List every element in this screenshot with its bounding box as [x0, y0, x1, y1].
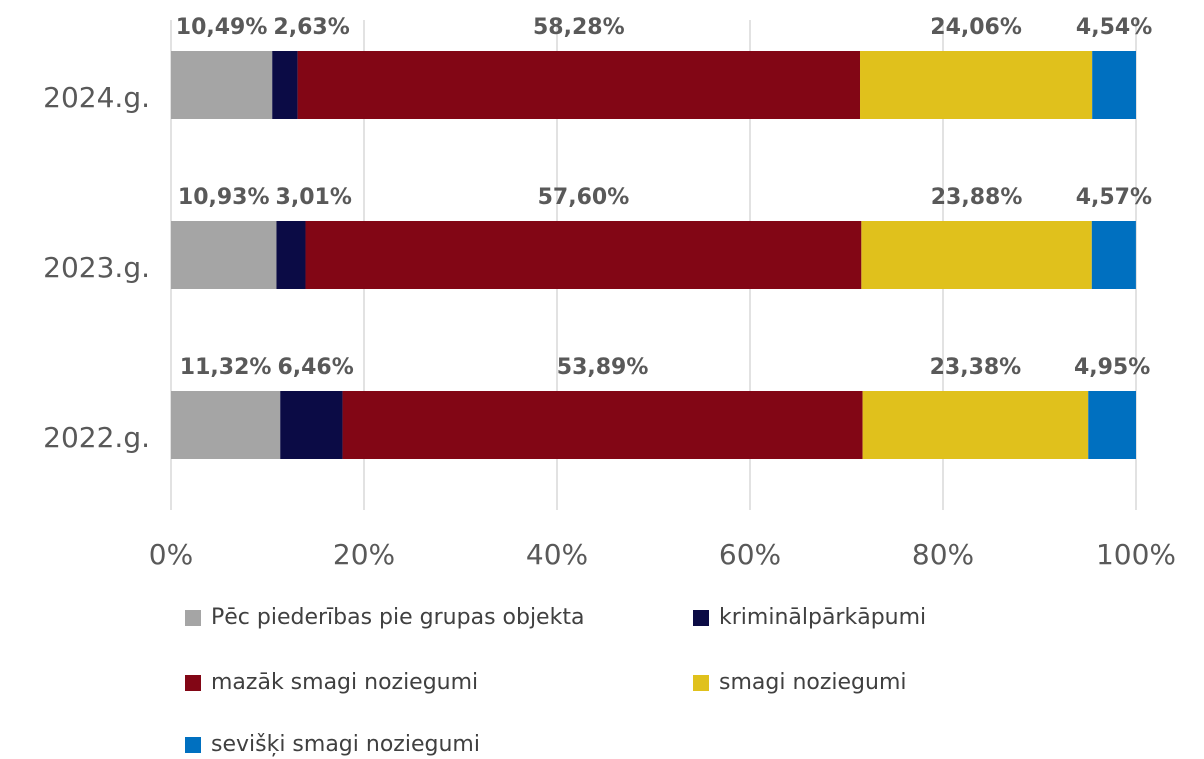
legend-label: smagi noziegumi	[719, 670, 907, 695]
value-label: 58,28%	[533, 15, 625, 40]
x-tick-label: 40%	[526, 538, 588, 571]
value-label: 4,57%	[1076, 185, 1152, 210]
x-tick-label: 60%	[719, 538, 781, 571]
legend-swatch	[185, 737, 201, 753]
legend-swatch	[693, 610, 709, 626]
legend-label: mazāk smagi noziegumi	[211, 670, 478, 695]
category-label: 2024.g.	[43, 81, 150, 114]
x-tick-label: 20%	[333, 538, 395, 571]
bar-segment	[1091, 221, 1136, 289]
bar-segment	[342, 391, 863, 459]
bar-segment	[305, 221, 862, 289]
bar-segment	[171, 51, 273, 119]
bar-segment	[276, 221, 306, 289]
legend-label: kriminālpārkāpumi	[719, 605, 926, 630]
value-label: 23,88%	[931, 185, 1023, 210]
bar-segment	[1088, 391, 1136, 459]
legend-swatch	[693, 675, 709, 691]
value-label: 4,95%	[1074, 355, 1150, 380]
bar-segment	[297, 51, 861, 119]
legend-label: Pēc piederības pie grupas objekta	[211, 605, 584, 630]
bar-segment	[272, 51, 298, 119]
legend-swatch	[185, 610, 201, 626]
value-label: 24,06%	[930, 15, 1022, 40]
value-label: 2,63%	[273, 15, 349, 40]
bar-segment	[171, 391, 281, 459]
value-label: 4,54%	[1076, 15, 1152, 40]
legend-label: sevišķi smagi noziegumi	[211, 732, 480, 757]
bar-segment	[1092, 51, 1136, 119]
value-label: 23,38%	[930, 355, 1022, 380]
bar-segment	[861, 221, 1092, 289]
value-label: 53,89%	[557, 355, 649, 380]
value-label: 6,46%	[277, 355, 353, 380]
x-tick-label: 100%	[1096, 538, 1176, 571]
bar-segment	[280, 391, 343, 459]
category-label: 2023.g.	[43, 251, 150, 284]
bar-segment	[862, 391, 1089, 459]
value-label: 10,49%	[176, 15, 268, 40]
x-tick-label: 0%	[149, 538, 193, 571]
legend-swatch	[185, 675, 201, 691]
bar-segment	[171, 221, 277, 289]
value-label: 3,01%	[276, 185, 352, 210]
value-label: 10,93%	[178, 185, 270, 210]
value-label: 57,60%	[538, 185, 630, 210]
bar-segment	[860, 51, 1093, 119]
value-label: 11,32%	[180, 355, 272, 380]
category-label: 2022.g.	[43, 421, 150, 454]
x-tick-label: 80%	[912, 538, 974, 571]
